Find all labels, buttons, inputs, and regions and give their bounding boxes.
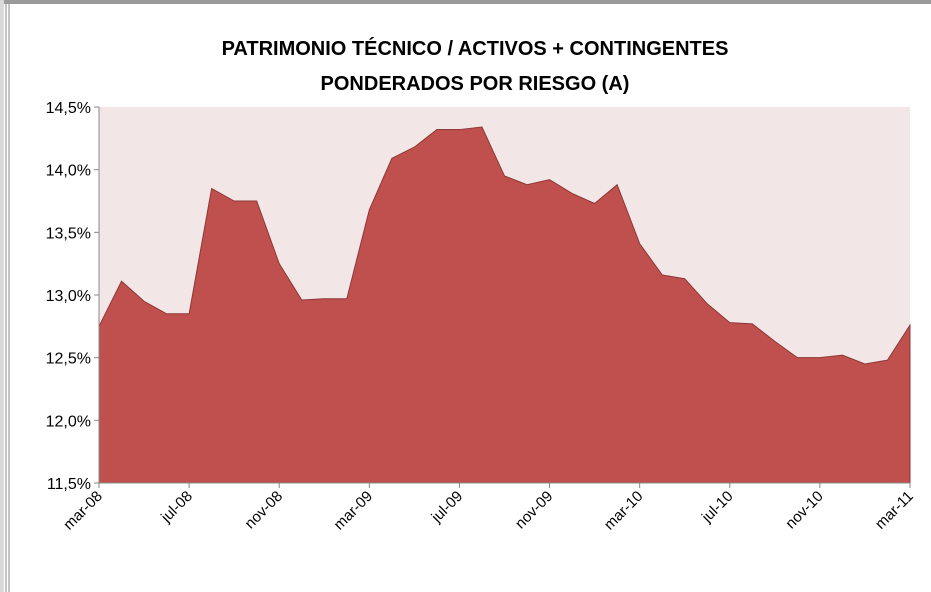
x-tick-label: jul-08 (157, 488, 196, 527)
x-tick-label: jul-10 (698, 488, 737, 527)
y-tick-label: 11,5% (47, 476, 91, 493)
y-tick-label: 12,0% (46, 413, 91, 430)
x-tick-label: mar-09 (331, 488, 377, 534)
x-tick-label: mar-08 (60, 488, 106, 534)
x-tick-label: nov-08 (242, 488, 286, 532)
x-tick-label: nov-09 (512, 488, 556, 532)
area (98, 126, 911, 484)
left-border (0, 0, 4, 592)
x-tick-label: mar-10 (601, 488, 647, 534)
chart-title: PATRIMONIO TÉCNICO / ACTIVOS + CONTINGEN… (221, 38, 729, 95)
x-tick-label: jul-09 (428, 488, 467, 527)
top-border (0, 0, 931, 4)
x-tick-label: nov-10 (782, 488, 826, 532)
y-tick-label: 13,0% (46, 288, 91, 305)
y-tick-label: 14,5% (46, 100, 91, 117)
y-tick-label: 14,0% (46, 163, 91, 180)
y-tick-label: 13,5% (46, 225, 91, 242)
y-tick-label: 12,5% (46, 351, 91, 368)
x-tick-label: mar-11 (872, 488, 917, 533)
